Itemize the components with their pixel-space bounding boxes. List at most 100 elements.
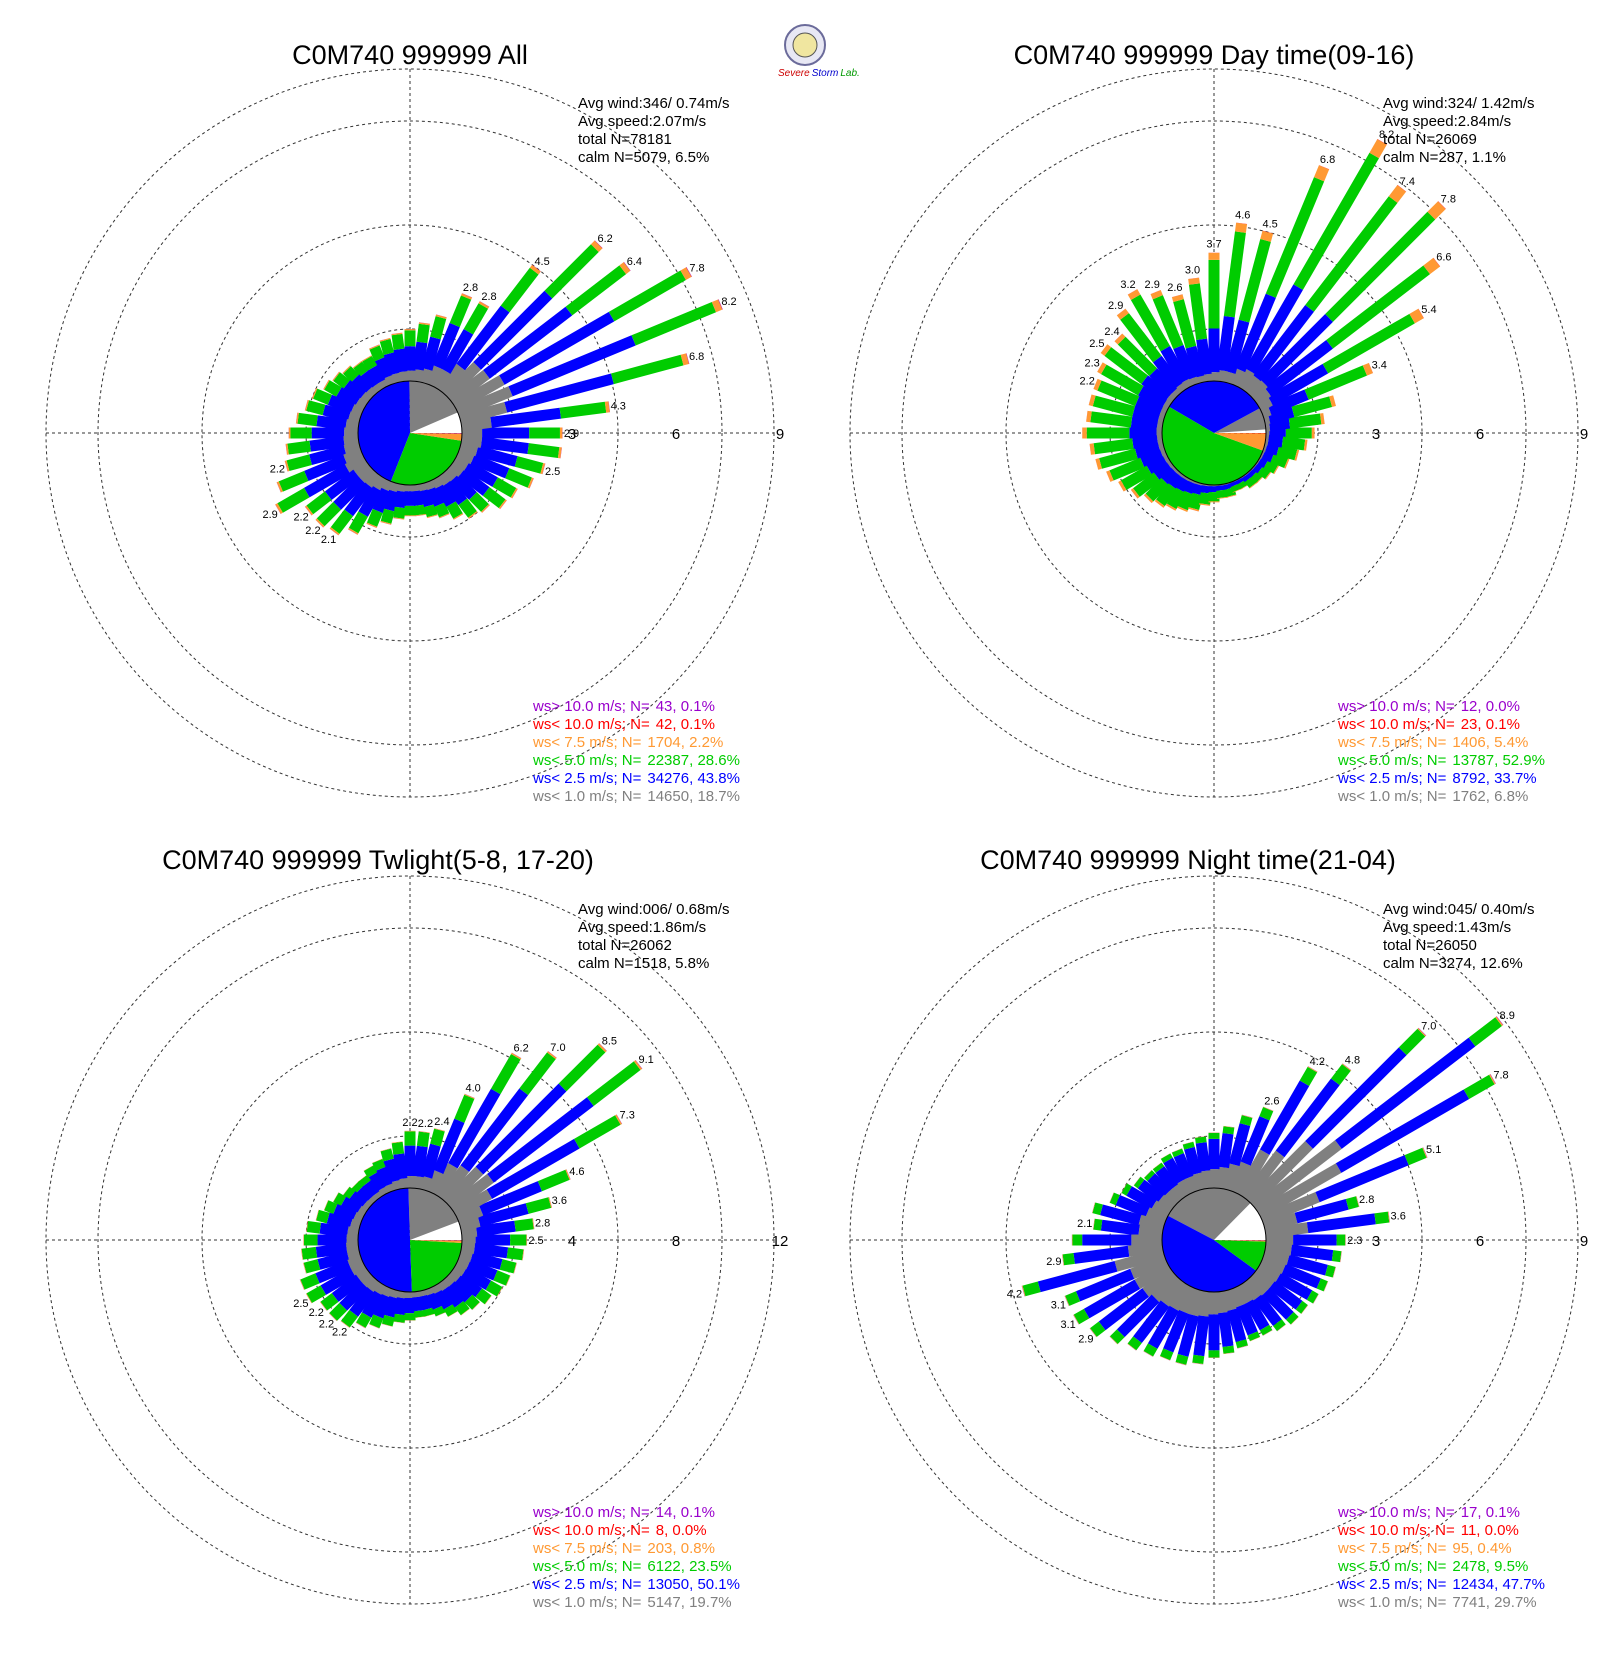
bar-segment	[1104, 347, 1148, 385]
stat-value: 045/ 0.40m/s	[1448, 901, 1535, 918]
bar-segment	[303, 1259, 321, 1274]
legend-pct: 0.8%	[681, 1540, 715, 1557]
bar-segment	[366, 523, 377, 528]
legend-sep: ,	[1477, 716, 1485, 733]
pie-slice	[410, 433, 462, 434]
bar-segment	[1246, 379, 1268, 401]
ring-label: 4	[568, 1233, 576, 1250]
bar-segment	[1150, 1200, 1172, 1219]
bar-segment	[1100, 1204, 1142, 1226]
bar-segment	[393, 1321, 405, 1324]
bar-segment	[430, 316, 447, 340]
stat-value: 78181	[630, 131, 672, 148]
bar-segment	[278, 470, 309, 492]
bar-segment	[1142, 1267, 1177, 1297]
bar-label: 2.4	[434, 1116, 449, 1128]
bar-segment	[1259, 1080, 1310, 1155]
bar-segment	[1037, 1260, 1118, 1293]
bar-segment	[468, 511, 478, 519]
bar-label: 2.5	[293, 1298, 308, 1310]
bar-segment	[369, 345, 385, 362]
legend-pct: 23.5%	[689, 1558, 732, 1575]
bar-segment	[458, 468, 490, 496]
bar-segment	[1222, 1345, 1235, 1354]
bar-segment	[434, 1288, 454, 1310]
bar-segment	[1118, 480, 1127, 492]
bar-segment	[447, 1311, 458, 1318]
bar-segment	[1228, 1161, 1251, 1195]
stat-avg-speed: Avg speed:2.84m/s	[1383, 113, 1511, 130]
bar-label: 2.8	[535, 1218, 550, 1230]
bar-segment	[506, 1247, 524, 1261]
bar-segment	[305, 505, 314, 516]
stat-label: total N=	[578, 937, 630, 954]
bar-label: 2.2	[309, 1307, 324, 1319]
bar-segment	[1133, 1176, 1145, 1189]
bar-segment	[1325, 211, 1436, 322]
bar-segment	[1418, 308, 1424, 319]
stat-value: 346/ 0.74m/s	[643, 95, 730, 112]
bar-segment	[532, 264, 541, 272]
bar-segment	[348, 511, 368, 534]
bar-segment	[686, 353, 690, 364]
bar-segment	[464, 461, 498, 487]
bar-segment	[532, 264, 541, 272]
legend-entry: ws< 7.5 m/s; N= 1406, 5.4%	[1337, 734, 1528, 751]
bar-segment	[404, 505, 416, 516]
bar-segment	[1116, 1294, 1160, 1338]
bar-segment	[1134, 1261, 1172, 1290]
bar-segment	[1216, 315, 1235, 372]
bar-segment	[299, 1279, 305, 1290]
bar-label: 5.1	[1426, 1144, 1441, 1156]
stat-value: 1.86m/s	[653, 919, 706, 936]
bar-segment	[350, 1261, 368, 1278]
bar-segment	[1223, 231, 1246, 318]
bar-segment	[1285, 1311, 1299, 1325]
bar-segment	[478, 301, 490, 309]
legend-count: 1406	[1452, 734, 1485, 751]
bar-segment	[1262, 1330, 1273, 1336]
bar-label: 5.4	[1421, 304, 1436, 316]
legend-count: 8792	[1452, 770, 1485, 787]
bar-segment	[361, 355, 372, 361]
stat-avg-wind: Avg wind:006/ 0.68m/s	[578, 901, 729, 918]
bar-segment	[1263, 1106, 1274, 1111]
bar-segment	[1088, 394, 1092, 406]
bar-segment	[1182, 1141, 1194, 1145]
bar-segment	[327, 394, 355, 415]
bar-segment	[449, 295, 472, 328]
pie-slice	[1167, 1188, 1251, 1240]
legend-pct: 5.4%	[1494, 734, 1528, 751]
legend-entry: ws< 2.5 m/s; N= 13050, 50.1%	[532, 1576, 740, 1593]
bar-segment	[317, 1251, 350, 1270]
bar-segment	[1194, 1136, 1206, 1138]
ring-label: 9	[1580, 1233, 1588, 1250]
bar-segment	[352, 360, 362, 368]
bar-segment	[1377, 139, 1387, 145]
bar-segment	[344, 482, 374, 517]
bar-segment	[297, 412, 318, 427]
bar-segment	[1114, 1248, 1166, 1272]
bar-segment	[452, 375, 505, 412]
bar-segment	[356, 1312, 372, 1328]
bar-segment	[1140, 449, 1165, 468]
bar-label: 2.9	[564, 428, 579, 440]
bar-label: 3.4	[1372, 360, 1387, 372]
ring-label: 9	[1580, 426, 1588, 443]
bar-segment	[1143, 1350, 1154, 1357]
ring-label: 6	[1476, 1233, 1484, 1250]
bar-segment	[1463, 1074, 1495, 1100]
bar-segment	[504, 373, 614, 413]
bar-segment	[332, 371, 340, 381]
bar-segment	[1356, 1196, 1360, 1207]
bar-segment	[1109, 1336, 1118, 1345]
bar-segment	[1259, 1192, 1320, 1226]
bar-segment	[1073, 1314, 1080, 1325]
legend-sep: ,	[681, 734, 689, 751]
bar-segment	[315, 1209, 319, 1221]
bar-segment	[1303, 439, 1308, 451]
bar-segment	[522, 1249, 525, 1261]
bar-segment	[1147, 1173, 1172, 1198]
bar-segment	[475, 1083, 567, 1175]
legend-entry: ws< 7.5 m/s; N= 203, 0.8%	[532, 1540, 715, 1557]
